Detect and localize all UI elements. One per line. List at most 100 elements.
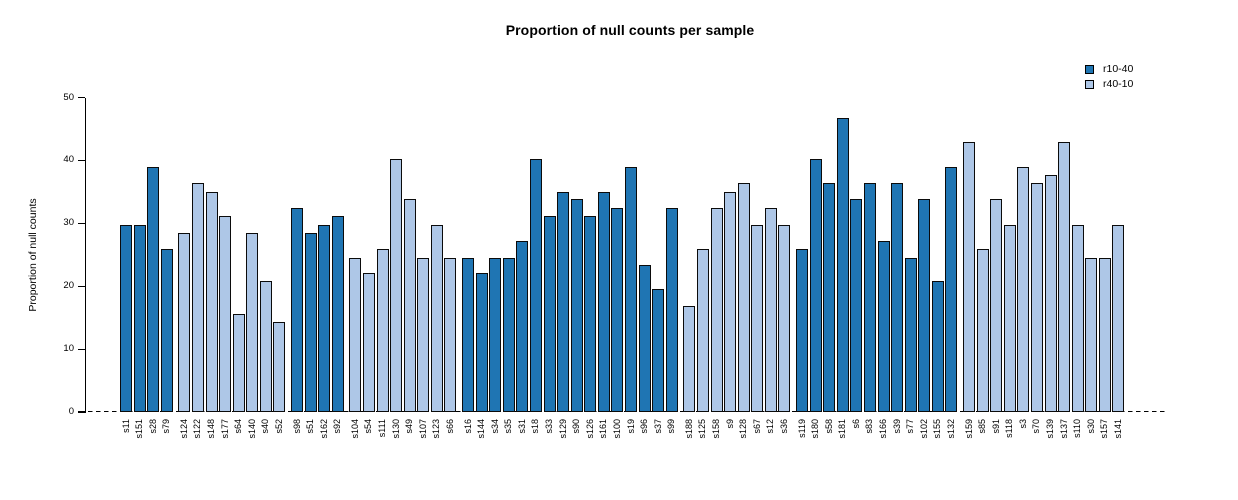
y-tick-label: 20 <box>63 280 74 292</box>
bar-s180 <box>809 159 822 412</box>
x-tick-label-s31: s31 <box>516 419 527 434</box>
legend-entry: r10-40 <box>1085 62 1133 77</box>
bar-s148 <box>205 191 218 412</box>
bar-s129 <box>557 191 570 412</box>
x-tick-label-s40: s40 <box>260 419 271 434</box>
x-tick-label-s100: s100 <box>611 419 622 439</box>
bar-s85 <box>976 248 989 412</box>
bar-s36 <box>778 224 791 412</box>
bar-s155 <box>931 281 944 412</box>
y-tick-mark <box>78 411 85 413</box>
x-tick-label-s107: s107 <box>417 419 428 439</box>
bar-s54 <box>362 273 375 412</box>
y-tick-label: 0 <box>68 406 74 417</box>
x-tick-label-s70: s70 <box>1031 419 1042 434</box>
x-tick-label-s58: s58 <box>823 419 834 434</box>
x-tick-label-s125: s125 <box>697 419 708 439</box>
x-tick-label-s148: s148 <box>206 419 216 439</box>
legend-entry: r40-10 <box>1085 77 1133 92</box>
x-tick-label-s151: s151 <box>134 419 145 439</box>
x-tick-label-s130: s130 <box>390 419 401 439</box>
x-tick-label-s132: s132 <box>945 419 956 439</box>
bar-s99 <box>665 207 678 412</box>
bar-s126 <box>584 215 597 412</box>
bar-s130 <box>390 159 403 412</box>
x-tick-label-s39: s39 <box>891 419 902 434</box>
bar-s137 <box>1058 142 1071 412</box>
bar-s125 <box>696 248 709 412</box>
x-tick-label-s102: s102 <box>918 419 929 439</box>
x-tick-label-s123: s123 <box>431 419 442 439</box>
x-tick-label-s110: s110 <box>1072 419 1083 438</box>
bar-s98 <box>291 207 303 412</box>
bar-s140 <box>246 232 259 412</box>
x-tick-label-s64: s64 <box>233 419 244 434</box>
bar-s58 <box>823 183 836 412</box>
bar-s139 <box>1044 174 1057 412</box>
bar-s16 <box>462 257 474 412</box>
bar-s159 <box>963 142 975 412</box>
x-tick-label-s166: s166 <box>878 419 888 439</box>
bar-s161 <box>597 191 610 412</box>
y-axis-label: Proportion of null counts <box>27 198 39 312</box>
x-tick-label-s157: s157 <box>1099 419 1110 439</box>
y-tick-mark <box>78 159 85 161</box>
y-tick-label: 40 <box>63 154 74 166</box>
chart-title: Proportion of null counts per sample <box>505 22 755 38</box>
x-tick-label-s67: s67 <box>751 419 762 434</box>
x-tick-label-s162: s162 <box>318 419 329 439</box>
bar-s79 <box>160 248 173 412</box>
bar-s122 <box>191 183 204 412</box>
x-tick-label-s49: s49 <box>404 419 415 434</box>
bar-s128 <box>737 183 750 412</box>
bar-s104 <box>349 257 362 412</box>
x-tick-label-s141: s141 <box>1112 419 1123 439</box>
bar-s118 <box>1003 224 1016 412</box>
legend-swatch-r40-10 <box>1085 80 1094 89</box>
x-tick-label-s66: s66 <box>444 419 455 434</box>
bar-s83 <box>863 183 876 412</box>
bar-s107 <box>417 257 430 412</box>
bar-s31 <box>516 240 529 412</box>
y-tick-label: 50 <box>63 91 74 103</box>
bar-s124 <box>178 232 191 412</box>
x-tick-label-s54: s54 <box>363 419 374 434</box>
x-tick-label-s118: s118 <box>1004 419 1015 438</box>
bar-s162 <box>318 224 331 412</box>
bar-s166 <box>877 240 890 412</box>
bar-s177 <box>219 215 232 412</box>
x-tick-label-s161: s161 <box>598 419 609 439</box>
x-tick-label-s12: s12 <box>765 419 776 434</box>
bar-s111 <box>376 248 389 412</box>
x-tick-label-s11: s11 <box>120 419 131 433</box>
bar-s141 <box>1112 224 1125 412</box>
bar-s39 <box>891 183 904 412</box>
bar-s144 <box>475 273 488 412</box>
bar-s49 <box>403 199 416 412</box>
x-tick-label-s18: s18 <box>530 419 541 434</box>
x-tick-label-s180: s180 <box>810 419 821 439</box>
bar-s12 <box>764 207 777 412</box>
x-tick-label-s119: s119 <box>796 419 807 438</box>
x-tick-label-s98: s98 <box>291 419 302 434</box>
x-tick-label-s3: s3 <box>1017 419 1028 429</box>
x-tick-label-s92: s92 <box>332 419 343 434</box>
x-tick-label-s96: s96 <box>639 419 650 434</box>
legend-label: r10-40 <box>1103 63 1134 75</box>
x-tick-label-s34: s34 <box>489 419 500 434</box>
y-tick-mark <box>78 285 85 287</box>
bar-s52 <box>273 322 286 412</box>
x-tick-label-s91: s91 <box>990 419 1001 434</box>
bar-s119 <box>796 248 808 412</box>
bars-area <box>120 98 1126 412</box>
x-tick-label-s79: s79 <box>161 419 172 434</box>
legend-swatch-r10-40 <box>1085 65 1094 74</box>
bar-s123 <box>430 224 443 412</box>
x-tick-label-s35: s35 <box>503 419 514 434</box>
y-tick-mark <box>78 222 85 224</box>
y-tick-mark <box>78 348 85 350</box>
x-tick-label-s139: s139 <box>1045 419 1055 439</box>
y-tick-label: 10 <box>63 343 74 355</box>
bar-s158 <box>710 207 723 412</box>
bar-s77 <box>904 257 917 412</box>
